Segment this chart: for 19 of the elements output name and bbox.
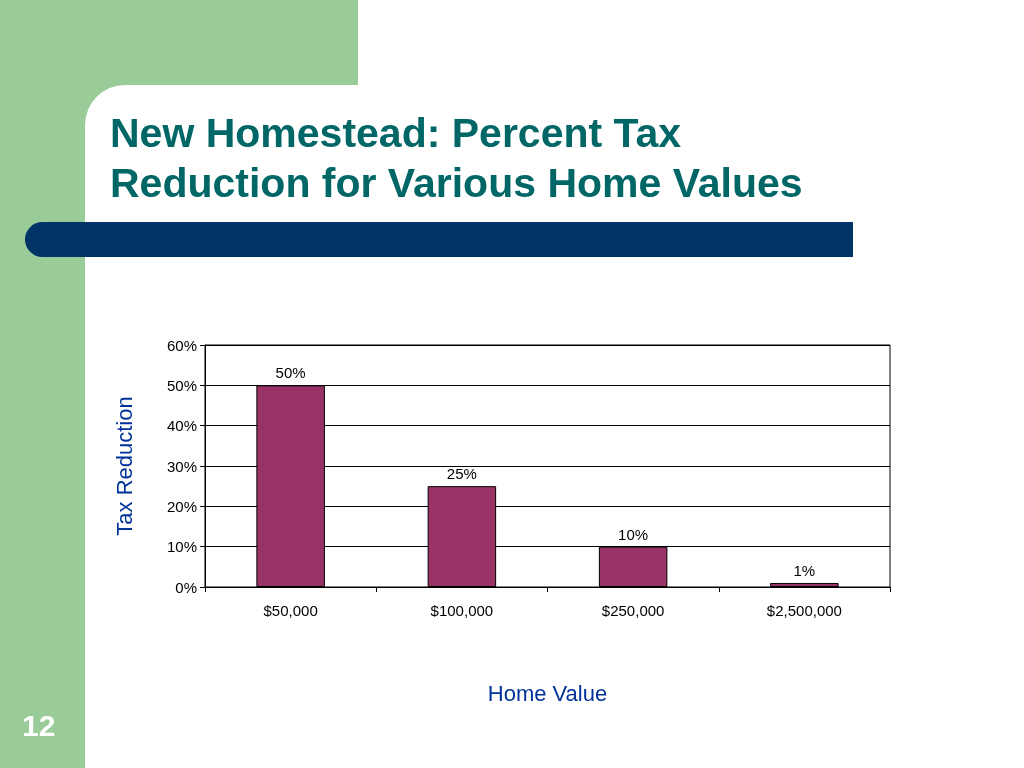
y-tick-label: 40% <box>166 417 197 435</box>
data-label: 10% <box>618 525 649 543</box>
x-tick-label: $100,000 <box>430 602 494 619</box>
text: 12 <box>22 708 56 742</box>
data-label: 50% <box>275 364 306 382</box>
y-tick-label: 60% <box>166 336 197 354</box>
y-tick-label: 20% <box>166 497 197 515</box>
x-tick-label: $250,000 <box>601 602 665 619</box>
y-axis-title: Tax Reduction <box>111 396 137 536</box>
data-label: 25% <box>446 465 477 483</box>
x-tick-label: $50,000 <box>263 602 318 619</box>
x-axis-title: Home Value <box>487 680 608 706</box>
data-label: 1% <box>793 561 816 579</box>
chart-title: New Homestead: Percent Tax Reduction for Various Home Values <box>110 110 803 206</box>
y-tick-label: 0% <box>175 578 197 596</box>
y-tick-label: 30% <box>166 457 197 475</box>
y-tick-label: 10% <box>166 538 197 556</box>
x-tick-label: $2,500,000 <box>766 602 842 619</box>
y-tick-label: 50% <box>166 376 197 394</box>
